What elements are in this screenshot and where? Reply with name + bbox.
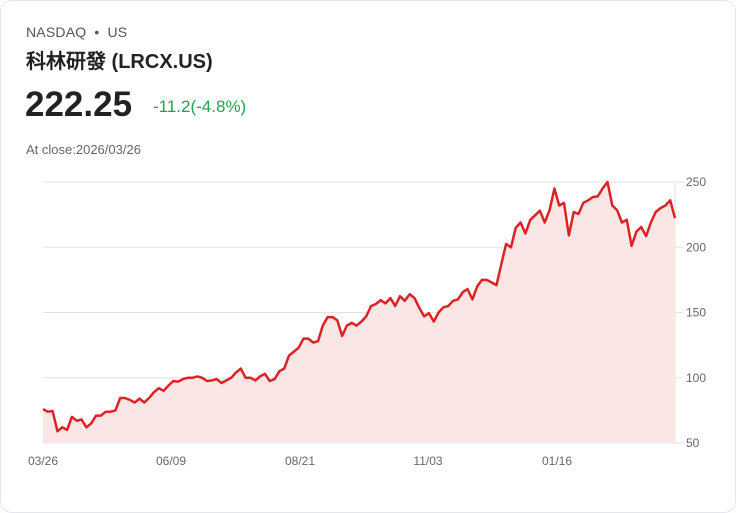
market: US bbox=[107, 24, 128, 40]
price-line bbox=[42, 180, 677, 433]
price: 222.25 bbox=[25, 85, 133, 124]
x-tick-label: 11/03 bbox=[413, 454, 442, 468]
price-change: -11.2(-4.8%) bbox=[153, 97, 247, 116]
x-tick-label: 03/26 bbox=[28, 454, 58, 468]
y-tick-label: 200 bbox=[686, 240, 706, 254]
exchange-line: NASDAQ • US bbox=[26, 24, 127, 40]
x-tick-label: 06/09 bbox=[156, 454, 186, 468]
close-label: At close:2026/03/26 bbox=[26, 142, 141, 157]
y-tick-label: 150 bbox=[686, 306, 706, 320]
y-tick-label: 50 bbox=[686, 436, 700, 450]
stock-name: 科林研發 (LRCX.US) bbox=[26, 51, 213, 73]
y-tick-label: 100 bbox=[686, 371, 706, 385]
y-tick-label: 250 bbox=[686, 175, 706, 189]
separator: • bbox=[94, 24, 100, 40]
x-tick-label: 08/21 bbox=[285, 454, 315, 468]
x-tick-label: 01/16 bbox=[542, 454, 572, 468]
exchange: NASDAQ bbox=[26, 24, 87, 40]
